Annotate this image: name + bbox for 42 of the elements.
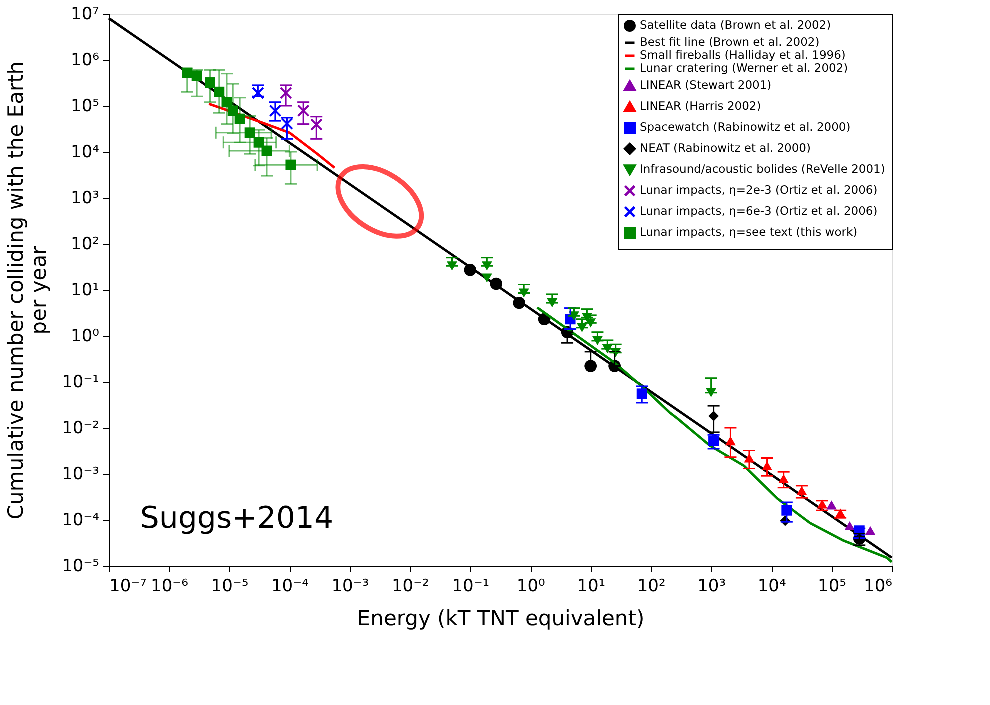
x-tick-label: 10⁻¹: [452, 576, 490, 596]
y-tick-label: 10⁻²: [62, 418, 100, 438]
y-tick-label: 10⁻³: [62, 464, 100, 484]
y-tick-label: 10²: [71, 234, 100, 254]
legend-label: Lunar cratering (Werner et al. 2002): [640, 61, 848, 75]
x-tick-label: 10⁻⁶: [151, 576, 189, 596]
x-tick-label: 10⁻⁷: [110, 576, 148, 596]
x-tick-label: 10¹: [577, 576, 606, 596]
x-tick-label: 10⁵: [818, 576, 846, 596]
legend-label: Spacewatch (Rabinowitz et al. 2000): [640, 120, 851, 134]
x-tick-label: 10⁶: [864, 576, 893, 596]
y-tick-label: 10⁴: [71, 142, 100, 162]
y-tick-label: 10⁶: [71, 50, 100, 70]
x-tick-label: 10²: [637, 576, 666, 596]
legend-label: LINEAR (Stewart 2001): [640, 78, 772, 92]
x-axis-title: Energy (kT TNT equivalent): [357, 606, 645, 630]
legend-label: Small fireballs (Halliday et al. 1996): [640, 48, 846, 62]
legend-label: Infrasound/acoustic bolides (ReVelle 2001): [640, 162, 886, 176]
x-tick-label: 10⁻³: [332, 576, 370, 596]
y-tick-label: 10⁷: [71, 4, 100, 24]
legend-label: Best fit line (Brown et al. 2002): [640, 35, 820, 49]
y-axis-title: Cumulative number colliding with the Earth per year: [4, 61, 52, 520]
legend-label: LINEAR (Harris 2002): [640, 99, 762, 113]
x-tick-label: 10⁰: [516, 576, 546, 596]
legend-label: Lunar impacts, η=2e-3 (Ortiz et al. 2006): [640, 183, 878, 197]
legend-label: Lunar impacts, η=see text (this work): [640, 225, 858, 239]
y-tick-label: 10¹: [71, 280, 100, 300]
y-tick-label: 10⁻¹: [62, 372, 100, 392]
y-tick-label: 10³: [71, 188, 100, 208]
x-tick-label: 10⁻⁴: [271, 576, 310, 596]
y-tick-label: 10⁻⁵: [62, 556, 100, 576]
y-tick-label: 10⁵: [71, 96, 100, 116]
annotation: Suggs+2014: [140, 501, 334, 536]
x-tick-label: 10³: [698, 576, 726, 596]
x-tick-label: 10⁻²: [392, 576, 430, 596]
x-tick-label: 10⁴: [758, 576, 786, 596]
y-tick-label: 10⁰: [71, 326, 100, 346]
legend-label: Lunar impacts, η=6e-3 (Ortiz et al. 2006): [640, 204, 878, 218]
y-tick-label: 10⁻⁴: [62, 510, 100, 530]
legend-label: Satellite data (Brown et al. 2002): [640, 18, 832, 32]
legend-label: NEAT (Rabinowitz et al. 2000): [640, 141, 811, 155]
x-tick-label: 10⁻⁵: [211, 576, 249, 596]
